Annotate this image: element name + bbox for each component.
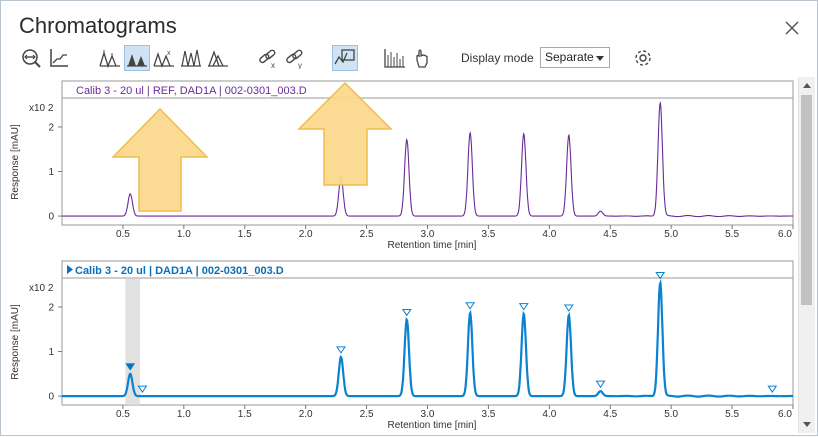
chevron-down-icon	[596, 56, 604, 61]
x-tick-label: 4.0	[542, 229, 556, 240]
peak-marker[interactable]	[767, 385, 778, 393]
x-tick-label: 1.5	[238, 229, 252, 240]
svg-text:x: x	[167, 50, 171, 57]
plot1-xlabel: Retention time [min]	[388, 240, 477, 251]
spectrum-icon[interactable]	[382, 45, 408, 71]
display-mode-select[interactable]: Separate	[540, 47, 610, 68]
peaks-active-icon[interactable]	[124, 45, 150, 71]
scrollbar-thumb[interactable]	[801, 95, 812, 305]
peaks-tall-icon[interactable]	[178, 45, 204, 71]
compare-icon[interactable]	[332, 45, 358, 71]
x-tick-label: 0.5	[116, 229, 130, 240]
x-tick-label: 3.0	[421, 229, 435, 240]
display-mode-value: Separate	[545, 50, 594, 64]
plot1-title: Calib 3 - 20 ul | REF, DAD1A | 002-0301_…	[76, 85, 307, 97]
annotation-arrow-right	[297, 81, 393, 186]
plot2-multiplier: x10 2	[29, 283, 54, 294]
x-tick-label: 2.0	[299, 409, 313, 420]
link-y-icon[interactable]: y	[282, 45, 308, 71]
peak-marker[interactable]	[125, 363, 136, 371]
y-tick-label: 0	[48, 392, 54, 403]
plot2-title: Calib 3 - 20 ul | DAD1A | 002-0301_003.D	[75, 265, 284, 277]
x-tick-label: 6.0	[778, 409, 792, 420]
x-tick-label: 4.5	[603, 409, 617, 420]
y-tick-label: 1	[48, 167, 54, 178]
peak-marker[interactable]	[401, 308, 412, 317]
peak-marker[interactable]	[563, 304, 574, 312]
x-tick-label: 5.0	[664, 409, 678, 420]
annotation-arrow-left	[111, 107, 209, 212]
x-tick-label: 3.5	[481, 229, 495, 240]
zoom-out-icon[interactable]	[18, 45, 44, 71]
x-tick-label: 0.5	[116, 409, 130, 420]
x-tick-label: 5.5	[725, 229, 739, 240]
link-x-icon[interactable]: x	[255, 45, 281, 71]
y-tick-label: 2	[48, 302, 54, 313]
display-mode-label: Display mode	[461, 51, 534, 65]
peaks-overlay-icon[interactable]	[205, 45, 231, 71]
x-tick-label: 4.0	[542, 409, 556, 420]
svg-text:y: y	[298, 61, 302, 69]
vertical-scrollbar[interactable]	[798, 77, 815, 433]
y-tick-label: 0	[48, 212, 54, 223]
baseline-icon[interactable]	[46, 45, 72, 71]
plot1-multiplier: x10 2	[29, 103, 54, 114]
plot2-expand-icon[interactable]	[67, 265, 73, 274]
y-tick-label: 2	[48, 122, 54, 133]
plot1-ylabel: Response [mAU]	[10, 124, 21, 200]
plot2-area[interactable]	[61, 277, 794, 406]
x-tick-label: 4.5	[603, 229, 617, 240]
x-tick-label: 1.5	[238, 409, 252, 420]
close-icon[interactable]	[781, 17, 803, 39]
chromatogram-trace	[62, 100, 794, 218]
x-tick-label: 5.0	[664, 229, 678, 240]
peak-marker[interactable]	[655, 271, 666, 280]
peaks-labeled-icon[interactable]: x	[151, 45, 177, 71]
scroll-up-icon[interactable]	[803, 83, 811, 88]
x-tick-label: 1.0	[177, 229, 191, 240]
plot2-ylabel: Response [mAU]	[10, 304, 21, 380]
x-tick-label: 2.5	[360, 229, 374, 240]
x-tick-label: 6.0	[778, 229, 792, 240]
settings-icon[interactable]	[630, 45, 656, 71]
y-tick-label: 1	[48, 347, 54, 358]
plot2-xlabel: Retention time [min]	[388, 420, 477, 431]
x-tick-label: 3.5	[481, 409, 495, 420]
peak-marker[interactable]	[518, 303, 529, 311]
x-tick-label: 2.0	[299, 229, 313, 240]
x-tick-label: 1.0	[177, 409, 191, 420]
svg-text:x: x	[271, 61, 275, 69]
peak-marker[interactable]	[336, 346, 346, 354]
x-tick-label: 5.5	[725, 409, 739, 420]
peak-marker[interactable]	[465, 302, 476, 310]
peak-marker[interactable]	[137, 385, 148, 393]
peaks-icon[interactable]	[97, 45, 123, 71]
x-tick-label: 3.0	[421, 409, 435, 420]
x-tick-label: 2.5	[360, 409, 374, 420]
chromatogram-trace	[62, 278, 794, 398]
scroll-down-icon[interactable]	[803, 422, 811, 427]
hand-pointer-icon[interactable]	[409, 45, 435, 71]
window-title: Chromatograms	[19, 13, 177, 38]
peak-marker[interactable]	[595, 380, 606, 389]
